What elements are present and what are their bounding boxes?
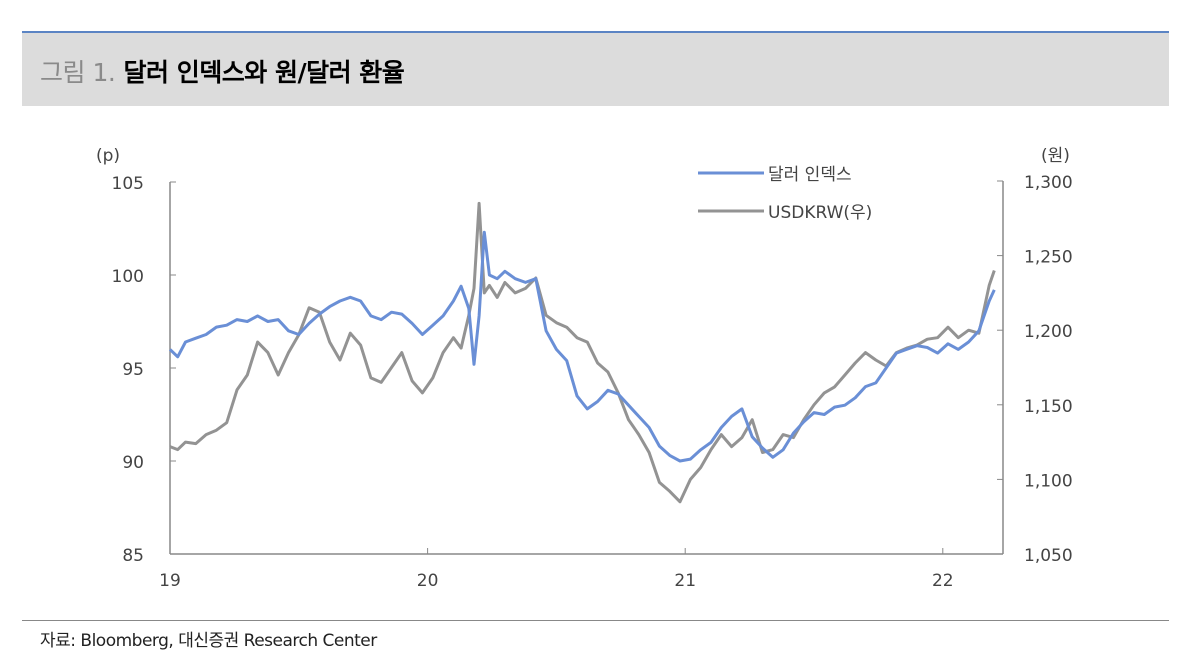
right-tick-label: 1,100 — [1024, 471, 1073, 491]
left-tick-label: 90 — [122, 453, 144, 473]
left-axis-unit: (p) — [96, 146, 120, 166]
left-tick-label: 85 — [122, 546, 144, 566]
figure-header — [22, 33, 1169, 106]
x-tick-label: 19 — [159, 571, 181, 591]
left-tick-label: 95 — [122, 360, 144, 380]
right-tick-label: 1,050 — [1024, 546, 1073, 566]
legend-label-dollar-index: 달러 인덱스 — [768, 165, 852, 185]
legend-label-usdkrw: USDKRW(우) — [768, 203, 872, 223]
left-tick-label: 105 — [112, 174, 144, 194]
figure-number: 그림 1. — [40, 58, 116, 87]
right-tick-label: 1,250 — [1024, 248, 1073, 268]
source-note: 자료: Bloomberg, 대신증권 Research Center — [40, 631, 377, 651]
x-tick-label: 22 — [932, 571, 954, 591]
dollar-index-line — [168, 230, 996, 463]
right-tick-label: 1,200 — [1024, 322, 1073, 342]
figure-title: 그림 1. 달러 인덱스와 원/달러 환율 — [40, 53, 405, 89]
right-tick-label: 1,300 — [1024, 173, 1073, 193]
left-tick-label: 100 — [112, 267, 144, 287]
figure-title-text: 달러 인덱스와 원/달러 환율 — [123, 58, 405, 87]
x-tick-label: 20 — [417, 571, 439, 591]
x-tick-label: 21 — [674, 571, 696, 591]
header-rule — [22, 31, 1169, 33]
footer-rule — [22, 620, 1169, 621]
right-axis-unit: (원) — [1041, 146, 1070, 166]
right-tick-label: 1,150 — [1024, 397, 1073, 417]
usdkrw-line — [169, 201, 996, 504]
